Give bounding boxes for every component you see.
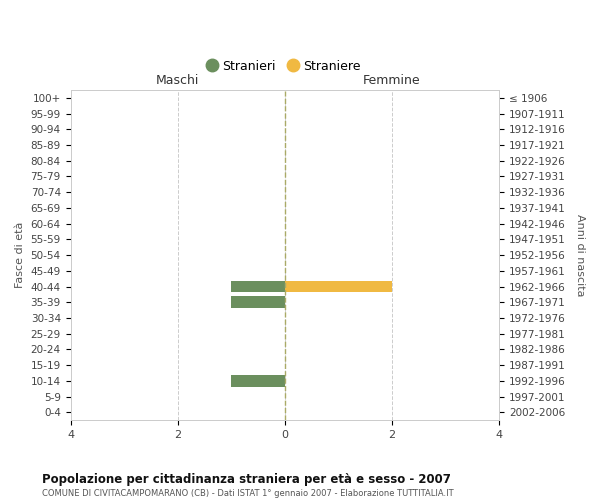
Y-axis label: Anni di nascita: Anni di nascita: [575, 214, 585, 296]
Bar: [231, 280, 285, 292]
Bar: [231, 375, 285, 387]
Y-axis label: Fasce di età: Fasce di età: [15, 222, 25, 288]
Bar: [231, 296, 285, 308]
Legend: Stranieri, Straniere: Stranieri, Straniere: [206, 56, 364, 77]
Text: Femmine: Femmine: [363, 74, 421, 86]
Text: COMUNE DI CIVITACAMPOMARANO (CB) - Dati ISTAT 1° gennaio 2007 - Elaborazione TUT: COMUNE DI CIVITACAMPOMARANO (CB) - Dati …: [42, 489, 454, 498]
Text: Maschi: Maschi: [156, 74, 199, 86]
Text: Popolazione per cittadinanza straniera per età e sesso - 2007: Popolazione per cittadinanza straniera p…: [42, 472, 451, 486]
Bar: [285, 280, 392, 292]
